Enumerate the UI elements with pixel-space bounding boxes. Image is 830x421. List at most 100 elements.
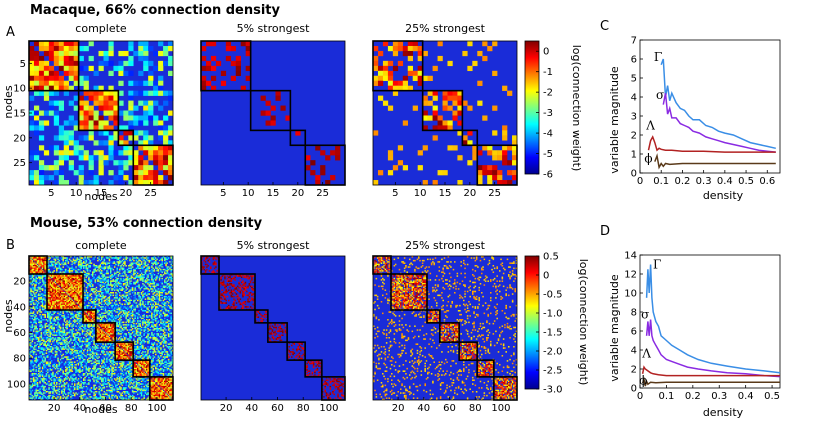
matrix-cell xyxy=(44,270,46,272)
matrix-cell xyxy=(113,298,116,300)
matrix-cell xyxy=(101,267,103,270)
matrix-cell xyxy=(125,301,127,303)
matrix-cell xyxy=(113,307,116,309)
matrix-cell xyxy=(58,50,65,57)
matrix-cell xyxy=(166,276,169,279)
matrix-cell xyxy=(116,261,118,263)
matrix-cell xyxy=(72,288,75,290)
matrix-cell xyxy=(162,301,165,303)
matrix-cell xyxy=(88,312,90,315)
matrix-cell xyxy=(170,319,172,321)
matrix-cell xyxy=(106,285,108,288)
matrix-cell xyxy=(54,280,57,282)
matrix-cell xyxy=(72,281,75,284)
matrix-cell xyxy=(44,281,46,284)
matrix-cell xyxy=(50,328,53,330)
matrix-cell xyxy=(152,308,154,311)
matrix-cell xyxy=(83,258,85,261)
matrix-cell xyxy=(92,272,94,275)
matrix-cell xyxy=(146,288,148,290)
matrix-cell xyxy=(49,294,52,297)
matrix-cell xyxy=(117,307,120,309)
matrix-cell xyxy=(108,155,114,161)
matrix-cell xyxy=(70,299,72,302)
matrix-cell xyxy=(79,317,81,320)
matrix-cell xyxy=(153,85,159,91)
matrix-cell xyxy=(56,295,58,298)
matrix-cell xyxy=(67,262,70,264)
matrix-cell xyxy=(70,293,72,295)
matrix-cell xyxy=(78,115,84,121)
matrix-cell xyxy=(230,45,237,52)
matrix-cell xyxy=(61,330,63,333)
matrix-cell xyxy=(83,80,89,86)
matrix-cell xyxy=(442,105,448,111)
matrix-cell xyxy=(168,95,174,101)
matrix-cell xyxy=(32,257,35,259)
matrix-cell xyxy=(152,285,154,288)
matrix-cell xyxy=(148,286,151,289)
matrix-cell xyxy=(157,283,160,285)
matrix-cell xyxy=(122,313,125,316)
matrix-cell xyxy=(162,270,165,272)
matrix-cell xyxy=(153,304,156,307)
matrix-cell xyxy=(144,307,147,309)
matrix-cell xyxy=(161,268,163,271)
matrix-cell xyxy=(40,258,43,261)
matrix-cell xyxy=(160,329,162,331)
matrix-cell xyxy=(97,298,99,300)
matrix-cell xyxy=(77,330,80,333)
matrix-cell xyxy=(128,180,134,186)
matrix-cell xyxy=(157,288,160,290)
matrix-cell xyxy=(137,272,139,275)
matrix-cell xyxy=(32,279,35,281)
matrix-cell xyxy=(103,302,106,304)
matrix-cell xyxy=(115,299,117,302)
matrix-cell xyxy=(167,324,170,326)
matrix-cell xyxy=(144,263,147,266)
matrix-cell xyxy=(54,324,57,326)
matrix-cell xyxy=(36,304,39,307)
matrix-cell xyxy=(48,110,55,116)
module-box xyxy=(421,89,464,132)
matrix-cell xyxy=(117,303,120,306)
matrix-cell xyxy=(90,316,93,318)
matrix-cell xyxy=(83,45,89,52)
matrix-cell xyxy=(89,325,91,327)
matrix-cell xyxy=(139,276,142,279)
matrix-cell xyxy=(107,304,109,307)
matrix-cell xyxy=(34,279,36,281)
matrix-cell xyxy=(111,276,113,279)
matrix-cell xyxy=(81,271,84,273)
matrix-cell xyxy=(477,175,483,181)
matrix-cell xyxy=(101,324,103,326)
matrix-cell xyxy=(146,270,148,272)
matrix-cell xyxy=(113,280,116,282)
matrix-cell xyxy=(144,272,147,275)
matrix-cell xyxy=(98,90,104,96)
matrix-cell xyxy=(156,321,158,324)
matrix-cell xyxy=(38,125,45,131)
matrix-cell xyxy=(129,261,131,263)
matrix-cell xyxy=(129,258,131,261)
matrix-cell xyxy=(67,313,70,316)
matrix-cell xyxy=(53,170,60,176)
matrix-cell xyxy=(164,292,166,294)
matrix-cell xyxy=(75,267,77,270)
matrix-cell xyxy=(133,80,139,86)
matrix-cell xyxy=(156,329,158,331)
matrix-cell xyxy=(39,268,41,271)
matrix-cell xyxy=(57,322,59,325)
matrix-cell xyxy=(86,298,89,300)
matrix-cell xyxy=(123,175,129,181)
matrix-cell xyxy=(40,283,43,285)
matrix-cell xyxy=(151,308,153,311)
matrix-cell xyxy=(93,258,95,261)
matrix-cell xyxy=(144,326,147,329)
matrix-cell xyxy=(265,120,271,126)
matrix-cell xyxy=(41,306,44,308)
matrix-cell xyxy=(140,326,143,329)
matrix-cell xyxy=(43,258,45,261)
matrix-cell xyxy=(156,276,158,279)
matrix-cell xyxy=(128,294,130,297)
